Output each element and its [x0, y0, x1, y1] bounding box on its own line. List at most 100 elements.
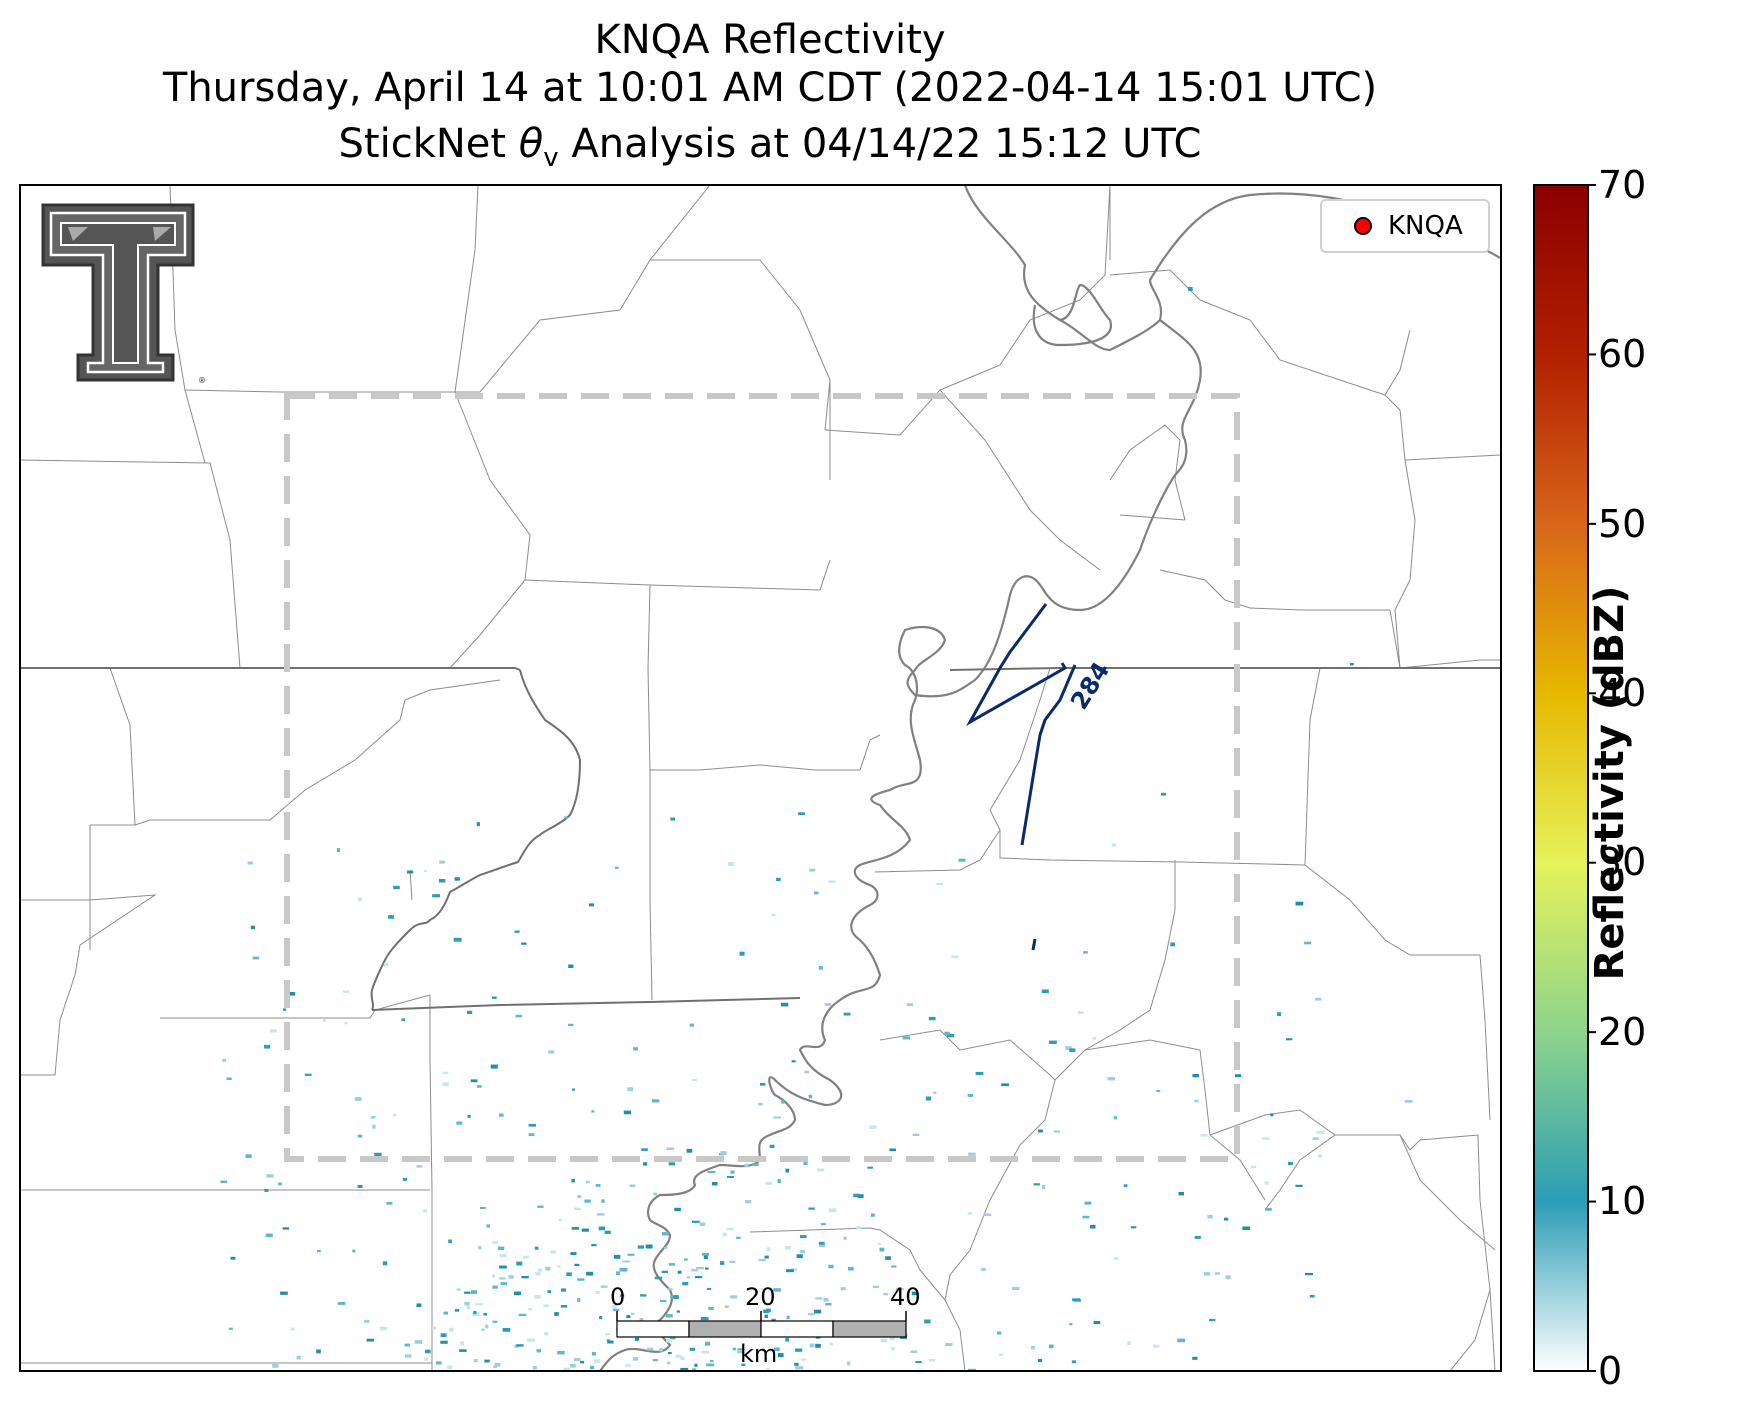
- reflectivity-echo: [653, 1192, 658, 1196]
- reflectivity-echo: [1111, 843, 1117, 847]
- reflectivity-echo: [627, 1087, 634, 1092]
- reflectivity-echo: [472, 1312, 480, 1317]
- reflectivity-echo: [591, 1244, 597, 1247]
- reflectivity-echo: [571, 1227, 580, 1230]
- reflectivity-echo: [632, 1357, 639, 1361]
- svg-text:®: ®: [198, 376, 206, 385]
- reflectivity-echo: [840, 1287, 846, 1291]
- reflectivity-echo: [557, 1350, 565, 1355]
- reflectivity-echo: [661, 1270, 668, 1274]
- reflectivity-echo: [758, 1102, 763, 1106]
- reflectivity-echo: [774, 1347, 780, 1352]
- reflectivity-echo: [725, 1305, 729, 1308]
- reflectivity-echo: [581, 1228, 589, 1232]
- reflectivity-echo: [1264, 1181, 1269, 1185]
- reflectivity-echo: [442, 1082, 449, 1086]
- reflectivity-echo: [527, 1338, 535, 1342]
- reflectivity-echo: [691, 1268, 698, 1272]
- reflectivity-echo: [673, 1295, 679, 1300]
- reflectivity-echo: [771, 1318, 776, 1323]
- reflectivity-echo: [493, 1365, 497, 1369]
- reflectivity-echo: [885, 1256, 891, 1260]
- reflectivity-echo: [1405, 1100, 1413, 1103]
- reflectivity-echo: [692, 1220, 700, 1223]
- reflectivity-echo: [571, 1088, 575, 1091]
- reflectivity-echo: [514, 930, 520, 933]
- reflectivity-echo: [924, 1319, 931, 1324]
- reflectivity-echo: [915, 1361, 922, 1364]
- reflectivity-echo: [803, 1162, 808, 1165]
- reflectivity-echo: [424, 1357, 428, 1361]
- reflectivity-echo: [316, 1349, 321, 1354]
- reflectivity-echo: [500, 1282, 508, 1285]
- reflectivity-echo: [760, 1288, 764, 1291]
- reflectivity-echo: [818, 1241, 825, 1245]
- reflectivity-echo: [364, 1319, 370, 1323]
- reflectivity-echo: [447, 1365, 453, 1369]
- reflectivity-echo: [382, 1261, 388, 1266]
- reflectivity-echo: [619, 1267, 628, 1272]
- reflectivity-echo: [337, 1302, 346, 1305]
- reflectivity-echo: [808, 1094, 813, 1099]
- reflectivity-echo: [722, 1232, 727, 1237]
- reflectivity-echo: [568, 1023, 574, 1026]
- reflectivity-echo: [474, 1303, 483, 1306]
- reflectivity-echo: [278, 1182, 282, 1186]
- reflectivity-echo: [414, 1340, 422, 1344]
- reflectivity-echo: [614, 1254, 621, 1259]
- reflectivity-echo: [828, 1264, 834, 1269]
- reflectivity-echo: [1053, 1130, 1060, 1133]
- reflectivity-echo: [454, 877, 460, 881]
- reflectivity-echo: [807, 1313, 815, 1316]
- reflectivity-echo: [912, 1133, 920, 1136]
- reflectivity-echo: [423, 869, 427, 873]
- reflectivity-echo: [344, 1022, 348, 1025]
- reflectivity-echo: [662, 1232, 669, 1236]
- reflectivity-echo: [577, 1195, 582, 1199]
- reflectivity-echo: [492, 1320, 498, 1323]
- reflectivity-echo: [595, 1184, 601, 1187]
- reflectivity-echo: [630, 1312, 635, 1315]
- reflectivity-echo: [528, 1133, 535, 1137]
- reflectivity-echo: [786, 1315, 790, 1320]
- reflectivity-echo: [684, 1258, 688, 1261]
- reflectivity-echo: [1127, 1341, 1131, 1345]
- reflectivity-echo: [651, 1099, 660, 1103]
- reflectivity-echo: [933, 1091, 937, 1094]
- reflectivity-echo: [494, 1362, 501, 1367]
- reflectivity-echo: [222, 1058, 227, 1062]
- reflectivity-echo: [564, 816, 568, 819]
- reflectivity-echo: [476, 1085, 482, 1088]
- reflectivity-echo: [1130, 1226, 1137, 1229]
- reflectivity-echo: [343, 990, 350, 993]
- reflectivity-echo: [263, 1044, 271, 1049]
- reflectivity-echo: [925, 1096, 932, 1101]
- reflectivity-echo: [1304, 941, 1312, 945]
- reflectivity-echo: [499, 1113, 504, 1117]
- reflectivity-echo: [366, 1338, 374, 1342]
- reflectivity-echo: [545, 1266, 551, 1271]
- reflectivity-echo: [780, 1002, 789, 1007]
- reflectivity-echo: [736, 1236, 741, 1239]
- reflectivity-echo: [1083, 951, 1088, 954]
- reflectivity-echo: [1090, 1224, 1096, 1229]
- reflectivity-echo: [1192, 1356, 1198, 1360]
- reflectivity-echo: [668, 1352, 672, 1355]
- reflectivity-echo: [515, 1014, 522, 1018]
- reflectivity-echo: [818, 965, 823, 970]
- reflectivity-echo: [764, 1255, 769, 1259]
- reflectivity-echo: [1041, 989, 1049, 994]
- reflectivity-echo: [432, 1326, 437, 1330]
- reflectivity-echo: [467, 1010, 473, 1014]
- reflectivity-echo: [544, 1332, 548, 1336]
- reflectivity-echo: [1042, 1185, 1046, 1189]
- reflectivity-echo: [751, 1163, 759, 1166]
- reflectivity-echo: [550, 1250, 556, 1254]
- reflectivity-echo: [1188, 287, 1193, 291]
- reflectivity-echo: [777, 1353, 784, 1358]
- theta-symbol: θ: [518, 121, 544, 167]
- reflectivity-echo: [732, 1347, 736, 1351]
- reflectivity-echo: [804, 1070, 809, 1074]
- reflectivity-echo: [667, 1288, 673, 1291]
- reflectivity-echo: [252, 956, 259, 960]
